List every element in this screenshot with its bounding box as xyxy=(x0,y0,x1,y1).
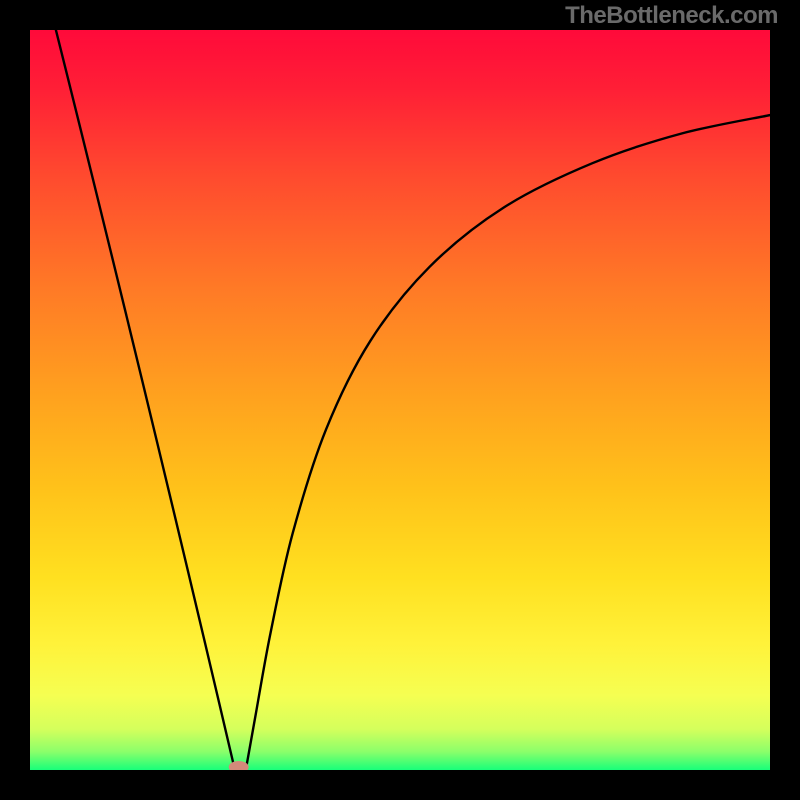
plot-svg xyxy=(30,30,770,770)
plot-area xyxy=(30,30,770,770)
chart-container: TheBottleneck.com xyxy=(0,0,800,800)
watermark-text: TheBottleneck.com xyxy=(565,2,778,30)
